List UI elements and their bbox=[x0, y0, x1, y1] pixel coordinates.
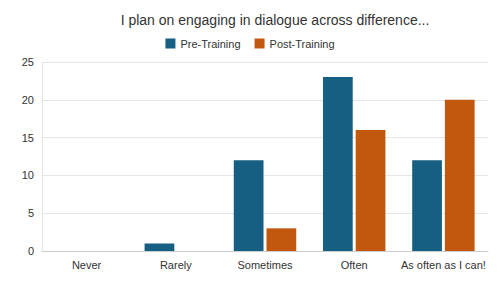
svg-text:20: 20 bbox=[22, 94, 34, 106]
svg-text:25: 25 bbox=[22, 56, 34, 68]
svg-text:Pre-Training: Pre-Training bbox=[180, 38, 240, 50]
svg-text:5: 5 bbox=[28, 207, 34, 219]
svg-text:Sometimes: Sometimes bbox=[237, 259, 293, 271]
svg-text:Rarely: Rarely bbox=[160, 259, 192, 271]
svg-text:Never: Never bbox=[72, 259, 102, 271]
svg-text:10: 10 bbox=[22, 169, 34, 181]
svg-text:0: 0 bbox=[28, 245, 34, 257]
svg-text:15: 15 bbox=[22, 132, 34, 144]
svg-text:Post-Training: Post-Training bbox=[270, 38, 335, 50]
svg-text:As often as I can!: As often as I can! bbox=[401, 259, 486, 271]
svg-text:I plan on engaging in dialogue: I plan on engaging in dialogue across di… bbox=[121, 12, 430, 28]
svg-text:Often: Often bbox=[341, 259, 368, 271]
